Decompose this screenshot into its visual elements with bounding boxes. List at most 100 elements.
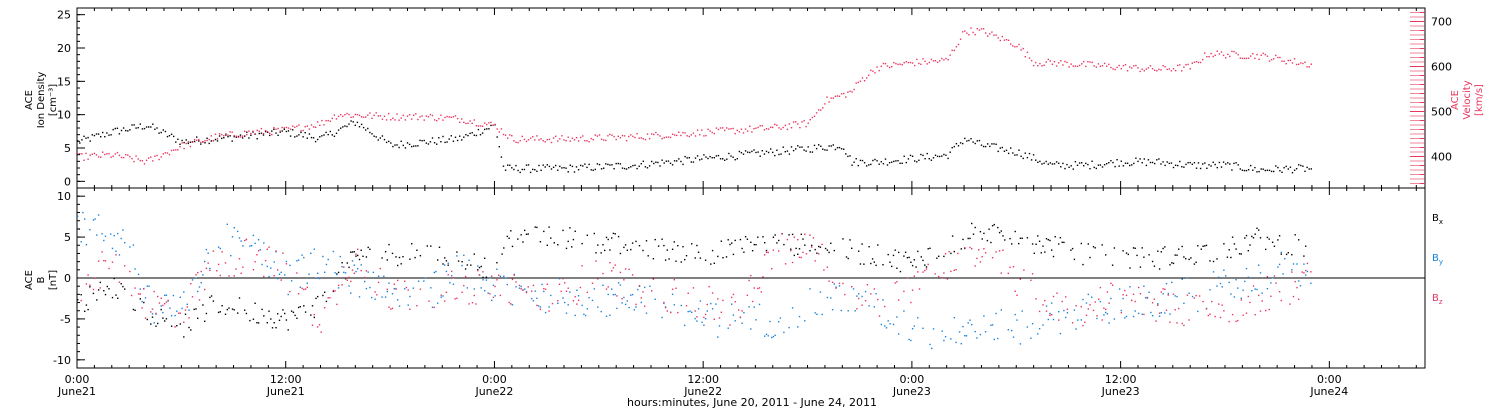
point-density — [548, 165, 551, 168]
point-bz — [137, 293, 140, 295]
point-bx — [746, 238, 749, 240]
point-bx — [998, 231, 1001, 234]
point-bz — [878, 315, 881, 317]
point-by — [132, 244, 135, 246]
point-velocity — [1243, 57, 1246, 60]
point-velocity — [1129, 66, 1131, 68]
point-bz — [793, 236, 795, 238]
point-by — [160, 305, 162, 307]
point-velocity — [1208, 56, 1210, 58]
top-right-label-line2: Velocity — [1462, 80, 1473, 119]
point-bz — [842, 282, 844, 285]
point-by — [96, 234, 98, 236]
point-velocity — [532, 136, 534, 138]
point-by — [671, 293, 674, 295]
point-bx — [1245, 234, 1248, 237]
point-velocity — [112, 155, 114, 157]
point-bx — [1042, 245, 1044, 247]
point-bz — [791, 261, 794, 264]
point-velocity — [586, 140, 588, 142]
point-velocity — [479, 125, 482, 127]
point-density — [1143, 158, 1145, 160]
point-bx — [847, 257, 849, 260]
point-bz — [404, 280, 406, 282]
point-bx — [553, 242, 555, 244]
point-bz — [124, 265, 126, 267]
point-bx — [574, 230, 576, 232]
point-velocity — [202, 141, 204, 143]
point-density — [753, 149, 755, 151]
point-density — [653, 162, 655, 165]
point-bz — [631, 274, 634, 276]
point-bz — [216, 270, 218, 272]
point-bz — [311, 324, 314, 326]
point-bx — [233, 309, 235, 311]
point-bz — [1082, 324, 1084, 327]
point-by — [1080, 319, 1082, 321]
point-by — [581, 304, 583, 307]
point-density — [936, 155, 939, 158]
point-by — [89, 229, 91, 231]
point-velocity — [784, 124, 786, 127]
top-left-label-line1: ACE — [24, 90, 35, 110]
point-velocity — [208, 138, 210, 141]
point-bz — [717, 298, 719, 300]
point-by — [268, 275, 270, 278]
point-by — [1031, 323, 1034, 325]
point-density — [1091, 160, 1093, 162]
point-velocity — [444, 116, 446, 119]
point-by — [117, 232, 119, 235]
point-velocity — [1181, 70, 1183, 72]
point-by — [217, 246, 220, 248]
point-by — [974, 330, 976, 333]
point-by — [976, 337, 978, 339]
point-by — [353, 264, 355, 266]
point-velocity — [678, 131, 680, 133]
point-by — [984, 331, 987, 333]
point-density — [129, 129, 131, 131]
point-density — [732, 156, 734, 158]
point-bz — [640, 297, 642, 299]
point-by — [1230, 293, 1232, 295]
point-density — [984, 145, 987, 148]
point-bz — [1155, 320, 1157, 322]
point-density — [256, 138, 258, 140]
point-density — [1233, 162, 1235, 165]
point-density — [317, 138, 319, 141]
point-by — [104, 235, 107, 237]
point-velocity — [628, 135, 630, 138]
point-bx — [548, 226, 550, 228]
point-density — [1047, 163, 1049, 165]
point-bz — [602, 272, 604, 275]
point-velocity — [390, 119, 392, 121]
x-tick-date: June24 — [1309, 385, 1348, 398]
point-velocity — [1112, 68, 1114, 70]
point-velocity — [815, 112, 818, 114]
point-bx — [624, 244, 627, 246]
point-density — [709, 155, 711, 158]
point-density — [515, 164, 517, 167]
point-bz — [134, 287, 136, 289]
point-bz — [1151, 302, 1154, 304]
point-bx — [143, 301, 145, 304]
point-velocity — [811, 116, 814, 119]
point-by — [1271, 277, 1274, 279]
point-velocity — [523, 138, 526, 141]
point-bx — [1205, 244, 1208, 247]
point-density — [1289, 166, 1292, 168]
point-bz — [1186, 294, 1189, 296]
point-bx — [609, 249, 611, 251]
point-density — [966, 140, 968, 142]
point-bx — [391, 252, 394, 255]
point-velocity — [1007, 39, 1010, 41]
point-velocity — [588, 141, 590, 143]
point-velocity — [738, 131, 741, 133]
point-by — [833, 283, 835, 285]
point-density — [1281, 171, 1283, 173]
point-density — [218, 135, 221, 137]
point-density — [486, 128, 488, 130]
point-velocity — [1093, 65, 1095, 67]
point-bz — [139, 293, 141, 295]
point-velocity — [686, 135, 688, 137]
point-bx — [910, 261, 912, 263]
